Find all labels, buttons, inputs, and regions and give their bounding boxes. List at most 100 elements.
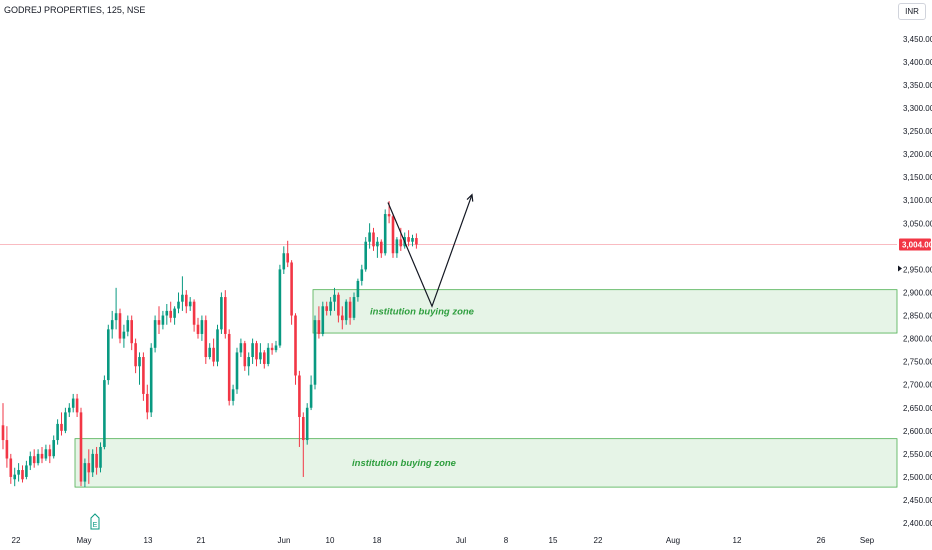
candle-body — [29, 456, 32, 466]
candle-body — [52, 440, 55, 457]
price-tick-label: 2,750.00 — [903, 358, 932, 367]
candle — [118, 308, 122, 344]
candle — [157, 306, 161, 334]
candle — [263, 350, 266, 369]
current-price-tag: 3,004.00 — [899, 238, 932, 251]
candle — [122, 324, 126, 348]
time-tick-label: May — [76, 536, 91, 545]
candle — [52, 435, 55, 459]
candle — [383, 209, 387, 256]
markers-layer: E — [90, 513, 100, 530]
price-tick-label: 3,450.00 — [903, 35, 932, 44]
price-tick-label: 2,850.00 — [903, 312, 932, 321]
time-axis[interactable]: 22 May 13 21 Jun 10 18 Jul 8 15 22 Aug 12 26 Sep — [12, 536, 875, 545]
candle-body — [290, 262, 293, 316]
candle — [68, 403, 71, 417]
candle-body — [165, 310, 169, 316]
time-tick-label: 8 — [504, 536, 509, 545]
candle-body — [317, 320, 321, 334]
candle — [321, 301, 325, 337]
price-tick-label: 2,550.00 — [903, 450, 932, 459]
candle — [13, 467, 16, 487]
candle — [40, 446, 44, 464]
candle — [282, 246, 286, 274]
candle-body — [231, 389, 235, 401]
candle-body — [399, 239, 403, 247]
price-tick-label: 2,600.00 — [903, 427, 932, 436]
candle — [196, 317, 200, 339]
candle — [372, 227, 375, 251]
candle-body — [239, 343, 243, 353]
candle-body — [103, 380, 106, 447]
candle-body — [126, 320, 130, 332]
price-axis[interactable]: 2,400.00 2,450.00 2,500.00 2,550.00 2,600.00… — [898, 35, 932, 528]
candle-body — [395, 239, 399, 254]
price-tick-label: 3,400.00 — [903, 58, 932, 67]
candle-body — [149, 347, 153, 413]
candle — [103, 375, 106, 450]
projection-layer — [387, 193, 474, 308]
candle-body — [17, 470, 20, 475]
candle-body — [114, 313, 118, 321]
candle — [270, 343, 274, 355]
candle — [1, 403, 5, 450]
candle — [192, 299, 196, 332]
candle — [188, 297, 192, 311]
candle — [329, 297, 332, 316]
candle-body — [255, 343, 258, 360]
candle — [83, 458, 87, 488]
current-price-tag-bg — [899, 238, 931, 251]
candle-body — [235, 352, 239, 390]
candle — [266, 343, 270, 367]
candle — [395, 237, 399, 258]
currency-button[interactable]: INR — [898, 3, 926, 20]
candle-body — [161, 315, 165, 325]
candle — [411, 234, 414, 247]
candle-body — [344, 301, 348, 321]
candle-body — [302, 416, 305, 441]
candle-body — [188, 301, 192, 307]
candle-body — [313, 320, 317, 385]
candle-body — [380, 241, 383, 254]
candle-body — [75, 398, 79, 413]
candle — [149, 343, 153, 417]
earnings-marker: E — [90, 513, 100, 530]
candle-body — [99, 446, 102, 468]
candle-body — [337, 294, 340, 316]
candle-body — [196, 324, 200, 334]
candle-body — [192, 301, 196, 325]
candle-body — [274, 345, 278, 351]
candle — [294, 313, 297, 385]
candle-body — [118, 313, 122, 339]
candle — [110, 310, 114, 339]
candle — [251, 338, 254, 364]
candle — [341, 306, 344, 330]
current-price-tag-label: 3,004.00 — [902, 240, 932, 249]
candle-body — [177, 301, 180, 309]
time-tick-label: 15 — [549, 536, 558, 545]
candle-body — [21, 470, 24, 480]
candle-body — [227, 333, 231, 401]
candles-layer — [1, 201, 418, 488]
candle-body — [220, 297, 223, 330]
candle-body — [325, 306, 328, 311]
candle-body — [68, 407, 71, 413]
price-tick-label: 3,100.00 — [903, 196, 932, 205]
price-tick-label: 2,700.00 — [903, 381, 932, 390]
price-tick-label: 2,950.00 — [903, 265, 932, 274]
candle — [114, 287, 118, 330]
candle-body — [13, 474, 16, 480]
candle — [44, 444, 48, 461]
candle-body — [411, 238, 414, 242]
chart-title: GODREJ PROPERTIES, 125, NSE — [4, 5, 146, 15]
candle — [173, 306, 176, 325]
candle — [298, 370, 301, 447]
candle-body — [212, 347, 215, 362]
price-tick-label: 2,800.00 — [903, 335, 932, 344]
zones-layer: institution buying zone institution buyin… — [74, 289, 898, 488]
candle-body — [200, 320, 204, 334]
price-tick-label: 3,350.00 — [903, 81, 932, 90]
candle-body — [87, 463, 91, 473]
time-tick-label: Aug — [666, 536, 680, 545]
